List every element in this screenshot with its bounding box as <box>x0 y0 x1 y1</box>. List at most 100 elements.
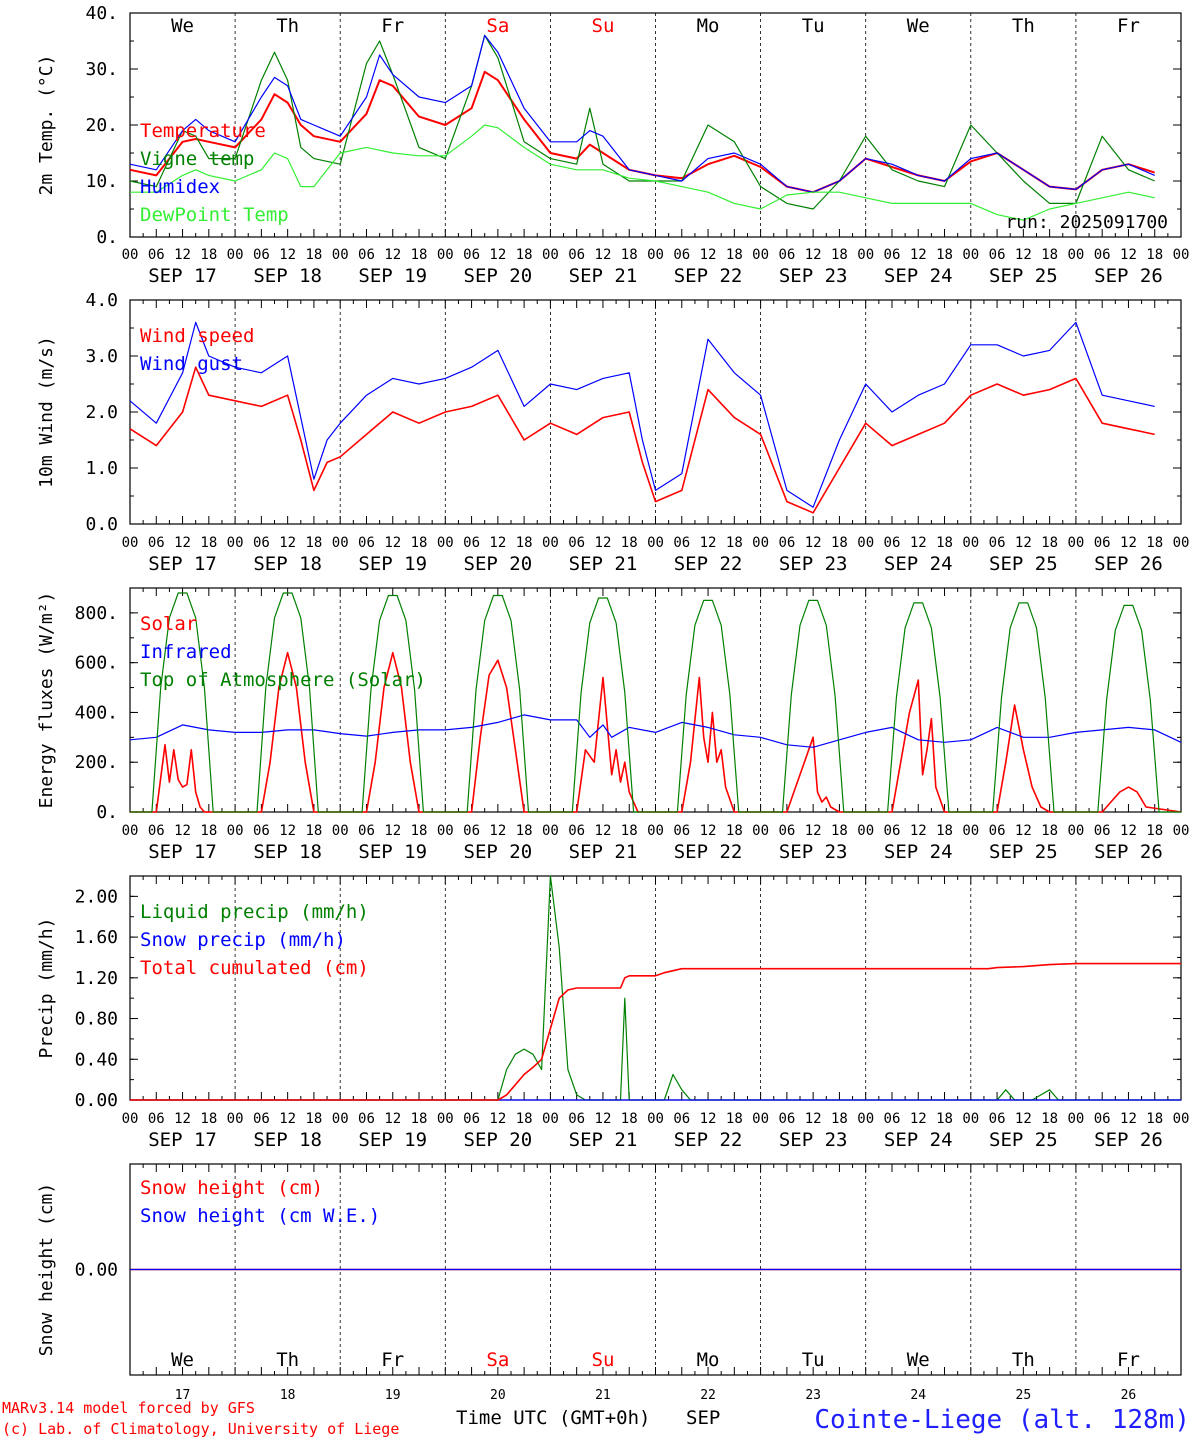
legend-entry: Wind speed <box>140 325 254 347</box>
y-tick-label: 200. <box>75 752 118 773</box>
y-tick-label: 20. <box>85 115 118 136</box>
x-hour-label: 06 <box>673 535 690 551</box>
x-hour-label: 18 <box>831 535 848 551</box>
x-hour-label: 18 <box>200 247 217 263</box>
x-hour-label: 18 <box>516 535 533 551</box>
x-hour-label: 06 <box>989 247 1006 263</box>
x-hour-label: 12 <box>279 247 296 263</box>
x-hour-label: 06 <box>358 247 375 263</box>
x-hour-label: 12 <box>1015 1111 1032 1127</box>
x-hour-label: 12 <box>1015 823 1032 839</box>
x-hour-label: 06 <box>253 1111 270 1127</box>
legend-entry: Snow height (cm W.E.) <box>140 1205 380 1227</box>
weekday-label: Th <box>276 15 299 37</box>
x-hour-label: 18 <box>516 247 533 263</box>
x-date-label: SEP 20 <box>464 841 533 863</box>
x-hour-label: 12 <box>805 535 822 551</box>
weekday-label: Mo <box>697 15 720 37</box>
legend-entry: Top of Atmosphere (Solar) <box>140 669 426 691</box>
x-date-label: SEP 25 <box>989 1129 1058 1151</box>
x-hour-label: 12 <box>384 247 401 263</box>
x-hour-label: 00 <box>1173 1111 1190 1127</box>
x-hour-label: 12 <box>384 535 401 551</box>
y-axis-label: Snow height (cm) <box>36 1183 57 1356</box>
x-hour-label: 06 <box>358 535 375 551</box>
x-hour-label: 18 <box>305 1111 322 1127</box>
x-hour-label: 18 <box>1146 823 1163 839</box>
legend-entry: DewPoint Temp <box>140 204 289 226</box>
x-hour-label: 12 <box>1120 535 1137 551</box>
series-temperature <box>129 70 1156 194</box>
series-humidex <box>129 34 1155 193</box>
weekday-label: Th <box>1012 15 1035 37</box>
panel-1: 0. 10. 20. 30. 40. 2m Temp. (°C) Temperature Vi… <box>36 3 1189 287</box>
x-hour-label: 12 <box>805 1111 822 1127</box>
x-date-label: SEP 21 <box>569 1129 638 1151</box>
x-hour-label: 00 <box>857 1111 874 1127</box>
x-hour-label: 00 <box>227 535 244 551</box>
y-axis-label: 2m Temp. (°C) <box>36 55 57 196</box>
y-tick-label: 10. <box>85 171 118 192</box>
x-hour-label: 06 <box>778 247 795 263</box>
x-hour-label: 12 <box>700 1111 717 1127</box>
x-hour-label: 12 <box>595 1111 612 1127</box>
x-date-label: SEP 19 <box>358 1129 427 1151</box>
weekday-label: We <box>171 1349 194 1371</box>
x-hour-label: 18 <box>305 247 322 263</box>
x-hour-label: 06 <box>778 1111 795 1127</box>
x-date-label: SEP 22 <box>674 553 743 575</box>
x-hour-label: 00 <box>647 535 664 551</box>
x-hour-label: 18 <box>936 247 953 263</box>
x-hour-label: 06 <box>568 1111 585 1127</box>
weekday-label: Su <box>592 15 615 37</box>
x-date-label: SEP 24 <box>884 553 953 575</box>
x-hour-label: 12 <box>1015 535 1032 551</box>
x-hour-label: 00 <box>437 535 454 551</box>
run-annotation: run: 2025091700 <box>1005 212 1168 233</box>
y-axis-label: 10m Wind (m/s) <box>36 336 57 488</box>
x-hour-label: 12 <box>595 247 612 263</box>
x-date-label: SEP 24 <box>884 1129 953 1151</box>
x-hour-label: 00 <box>1067 247 1084 263</box>
x-hour-label: 06 <box>463 823 480 839</box>
y-tick-label: 0.80 <box>75 1009 118 1030</box>
y-axis-label: Precip (mm/h) <box>36 918 57 1059</box>
x-hour-label: 06 <box>148 535 165 551</box>
x-hour-label: 00 <box>122 247 139 263</box>
x-date-label: SEP 18 <box>253 1129 322 1151</box>
x-hour-label: 00 <box>437 1111 454 1127</box>
legend-entry: Wind gust <box>140 353 243 375</box>
series-dewpoint-temp <box>130 124 1155 221</box>
x-hour-label: 00 <box>122 823 139 839</box>
x-hour-label: 18 <box>936 823 953 839</box>
y-tick-label: 1.20 <box>75 968 118 989</box>
x-hour-label: 00 <box>1173 535 1190 551</box>
y-tick-label: 0.0 <box>85 514 118 535</box>
x-date-label: SEP 22 <box>674 841 743 863</box>
x-hour-label: 00 <box>752 247 769 263</box>
x-axis-month: SEP <box>686 1407 720 1429</box>
x-hour-label: 18 <box>621 1111 638 1127</box>
series-wind-speed <box>129 366 1155 514</box>
x-hour-label: 18 <box>621 247 638 263</box>
x-hour-label: 00 <box>122 1111 139 1127</box>
x-date-label: SEP 17 <box>148 553 217 575</box>
y-tick-label: 30. <box>85 59 118 80</box>
y-tick-label: 0. <box>96 227 118 248</box>
x-hour-label: 12 <box>489 535 506 551</box>
y-tick-label: 4.0 <box>85 290 118 311</box>
series-total-cumulated-cm- <box>130 962 1181 1101</box>
x-date-label: SEP 21 <box>569 841 638 863</box>
x-hour-label: 18 <box>1041 823 1058 839</box>
x-date-label: SEP 20 <box>464 553 533 575</box>
x-hour-label: 00 <box>857 823 874 839</box>
x-hour-label: 06 <box>148 1111 165 1127</box>
panel-5: 0.00 Snow height (cm) Snow height (cm) Snow… <box>36 1163 1182 1403</box>
x-hour-label: 18 <box>726 247 743 263</box>
x-date-label: SEP 22 <box>674 265 743 287</box>
day-number-label: 26 <box>1121 1388 1137 1403</box>
x-hour-label: 06 <box>568 823 585 839</box>
x-hour-label: 00 <box>227 1111 244 1127</box>
x-hour-label: 12 <box>910 535 927 551</box>
